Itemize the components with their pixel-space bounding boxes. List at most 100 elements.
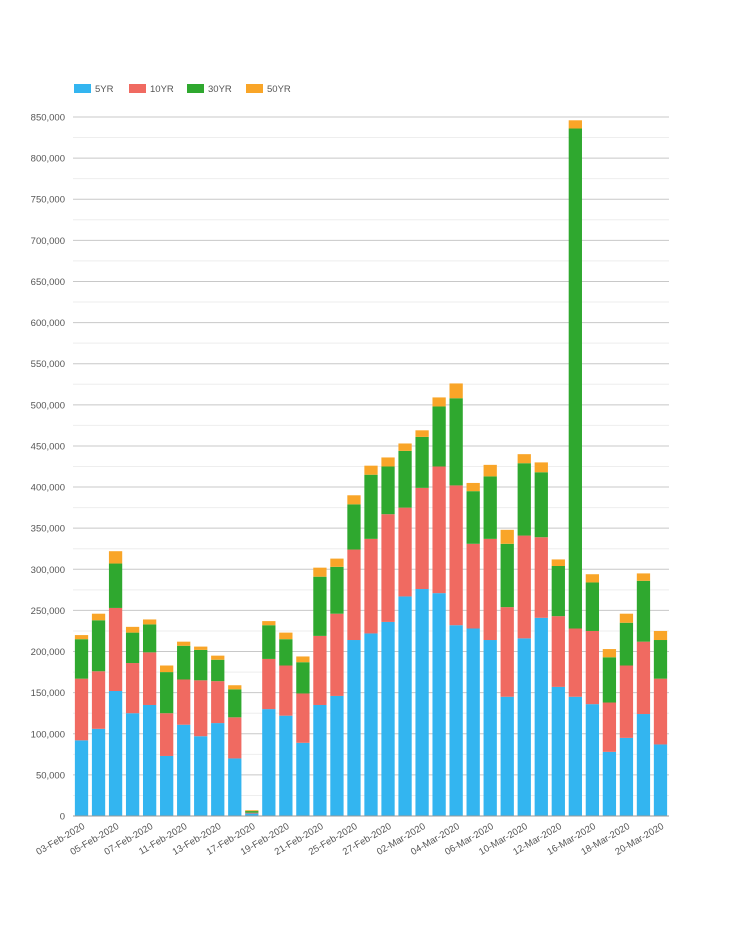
bar-segment-10yr[interactable] bbox=[125, 663, 140, 714]
bar-segment-5yr[interactable] bbox=[568, 696, 582, 816]
bar-segment-10yr[interactable] bbox=[449, 485, 463, 626]
bar-segment-30yr[interactable] bbox=[74, 639, 89, 679]
bar-segment-5yr[interactable] bbox=[347, 640, 361, 816]
bar-segment-30yr[interactable] bbox=[483, 476, 497, 539]
bar-segment-10yr[interactable] bbox=[517, 535, 531, 639]
bar-segment-30yr[interactable] bbox=[568, 128, 582, 629]
bar-segment-10yr[interactable] bbox=[364, 538, 378, 634]
bar-segment-30yr[interactable] bbox=[653, 640, 668, 679]
bar-segment-10yr[interactable] bbox=[483, 538, 497, 641]
bar-segment-10yr[interactable] bbox=[415, 487, 429, 590]
bar-segment-30yr[interactable] bbox=[211, 659, 225, 682]
bar-segment-5yr[interactable] bbox=[279, 715, 293, 816]
bar-segment-10yr[interactable] bbox=[466, 543, 480, 629]
bar-segment-10yr[interactable] bbox=[534, 537, 548, 618]
bar-segment-30yr[interactable] bbox=[313, 576, 327, 636]
legend-label-50yr[interactable]: 50YR bbox=[267, 84, 291, 95]
bar-segment-50yr[interactable] bbox=[177, 641, 191, 646]
bar-segment-10yr[interactable] bbox=[245, 812, 259, 814]
bar-segment-50yr[interactable] bbox=[517, 454, 531, 464]
bar-segment-5yr[interactable] bbox=[313, 704, 327, 816]
bar-segment-10yr[interactable] bbox=[142, 652, 157, 705]
bar-segment-50yr[interactable] bbox=[330, 558, 344, 567]
legend-swatch-5yr[interactable] bbox=[74, 84, 91, 93]
bar-segment-50yr[interactable] bbox=[296, 656, 310, 663]
bar-segment-30yr[interactable] bbox=[551, 566, 565, 617]
bar-segment-50yr[interactable] bbox=[194, 646, 208, 650]
bar-segment-30yr[interactable] bbox=[534, 472, 548, 538]
legend-label-5yr[interactable]: 5YR bbox=[95, 84, 114, 95]
bar-segment-30yr[interactable] bbox=[398, 450, 412, 508]
bar-segment-5yr[interactable] bbox=[125, 713, 140, 816]
bar-segment-10yr[interactable] bbox=[653, 678, 668, 745]
bar-segment-30yr[interactable] bbox=[194, 649, 208, 681]
bar-segment-10yr[interactable] bbox=[74, 678, 89, 741]
bar-segment-5yr[interactable] bbox=[500, 696, 514, 816]
bar-segment-5yr[interactable] bbox=[466, 628, 480, 816]
bar-segment-10yr[interactable] bbox=[211, 681, 225, 724]
bar-segment-5yr[interactable] bbox=[364, 633, 378, 816]
bar-segment-5yr[interactable] bbox=[653, 744, 668, 816]
bar-segment-30yr[interactable] bbox=[466, 491, 480, 544]
bar-segment-50yr[interactable] bbox=[619, 613, 634, 623]
bar-segment-5yr[interactable] bbox=[245, 813, 259, 816]
bar-segment-30yr[interactable] bbox=[347, 504, 361, 550]
bar-segment-5yr[interactable] bbox=[74, 740, 89, 816]
bar-segment-5yr[interactable] bbox=[160, 755, 174, 816]
legend-label-30yr[interactable]: 30YR bbox=[208, 84, 232, 95]
bar-segment-50yr[interactable] bbox=[279, 632, 293, 640]
bar-segment-50yr[interactable] bbox=[262, 621, 276, 626]
bar-segment-5yr[interactable] bbox=[330, 695, 344, 816]
bar-segment-30yr[interactable] bbox=[602, 657, 617, 703]
bar-segment-50yr[interactable] bbox=[228, 685, 242, 690]
bar-segment-10yr[interactable] bbox=[296, 693, 310, 743]
bar-segment-30yr[interactable] bbox=[381, 466, 395, 515]
bar-segment-10yr[interactable] bbox=[398, 507, 412, 597]
bar-segment-5yr[interactable] bbox=[585, 704, 600, 816]
bar-segment-30yr[interactable] bbox=[500, 543, 514, 608]
bar-segment-50yr[interactable] bbox=[74, 635, 89, 640]
bar-segment-5yr[interactable] bbox=[636, 714, 651, 816]
bar-segment-5yr[interactable] bbox=[551, 686, 565, 816]
bar-segment-50yr[interactable] bbox=[211, 655, 225, 660]
bar-segment-30yr[interactable] bbox=[296, 662, 310, 694]
bar-segment-5yr[interactable] bbox=[296, 742, 310, 816]
bar-segment-5yr[interactable] bbox=[177, 724, 191, 816]
bar-segment-30yr[interactable] bbox=[228, 689, 242, 718]
bar-segment-10yr[interactable] bbox=[585, 630, 600, 705]
bar-segment-50yr[interactable] bbox=[466, 482, 480, 492]
bar-segment-30yr[interactable] bbox=[585, 582, 600, 631]
bar-segment-5yr[interactable] bbox=[108, 691, 123, 816]
bar-segment-30yr[interactable] bbox=[142, 624, 157, 653]
bar-segment-30yr[interactable] bbox=[364, 474, 378, 539]
bar-segment-50yr[interactable] bbox=[483, 464, 497, 477]
legend-swatch-10yr[interactable] bbox=[129, 84, 146, 93]
bar-segment-30yr[interactable] bbox=[619, 622, 634, 666]
bar-segment-50yr[interactable] bbox=[534, 462, 548, 473]
bar-segment-50yr[interactable] bbox=[142, 619, 157, 625]
bar-segment-10yr[interactable] bbox=[619, 665, 634, 738]
bar-segment-5yr[interactable] bbox=[449, 625, 463, 816]
bar-segment-10yr[interactable] bbox=[160, 713, 174, 756]
bar-segment-5yr[interactable] bbox=[483, 640, 497, 816]
bar-segment-10yr[interactable] bbox=[91, 671, 106, 729]
bar-segment-50yr[interactable] bbox=[125, 626, 140, 633]
bar-segment-50yr[interactable] bbox=[398, 443, 412, 451]
bar-segment-50yr[interactable] bbox=[551, 559, 565, 567]
bar-segment-30yr[interactable] bbox=[330, 566, 344, 614]
bar-segment-10yr[interactable] bbox=[330, 613, 344, 696]
legend-label-10yr[interactable]: 10YR bbox=[150, 84, 174, 95]
bar-segment-50yr[interactable] bbox=[568, 120, 582, 129]
bar-segment-30yr[interactable] bbox=[279, 639, 293, 666]
bar-segment-50yr[interactable] bbox=[160, 665, 174, 673]
bar-segment-10yr[interactable] bbox=[313, 635, 327, 705]
bar-segment-30yr[interactable] bbox=[415, 436, 429, 488]
bar-segment-50yr[interactable] bbox=[653, 630, 668, 641]
bar-segment-5yr[interactable] bbox=[211, 723, 225, 816]
bar-segment-30yr[interactable] bbox=[177, 645, 191, 680]
bar-segment-50yr[interactable] bbox=[500, 529, 514, 544]
bar-segment-5yr[interactable] bbox=[415, 589, 429, 816]
bar-segment-10yr[interactable] bbox=[432, 466, 446, 594]
bar-segment-50yr[interactable] bbox=[602, 649, 617, 658]
bar-segment-10yr[interactable] bbox=[568, 628, 582, 697]
